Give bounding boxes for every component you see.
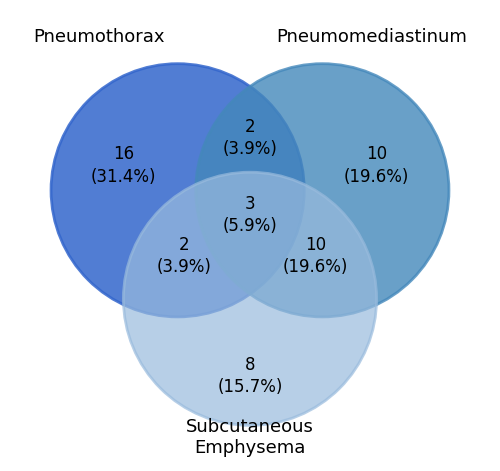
Text: 2
(3.9%): 2 (3.9%)	[157, 236, 212, 276]
Text: 8
(15.7%): 8 (15.7%)	[218, 356, 282, 396]
Text: 3
(5.9%): 3 (5.9%)	[222, 195, 278, 235]
Circle shape	[124, 172, 376, 425]
Text: Subcutaneous
Emphysema: Subcutaneous Emphysema	[186, 418, 314, 457]
Text: 10
(19.6%): 10 (19.6%)	[283, 236, 348, 276]
Circle shape	[196, 64, 449, 317]
Circle shape	[51, 64, 304, 317]
Text: Pneumothorax: Pneumothorax	[33, 27, 164, 46]
Text: 2
(3.9%): 2 (3.9%)	[222, 118, 278, 158]
Text: Pneumomediastinum: Pneumomediastinum	[276, 27, 467, 46]
Text: 10
(19.6%): 10 (19.6%)	[344, 146, 410, 186]
Text: 16
(31.4%): 16 (31.4%)	[90, 146, 156, 186]
